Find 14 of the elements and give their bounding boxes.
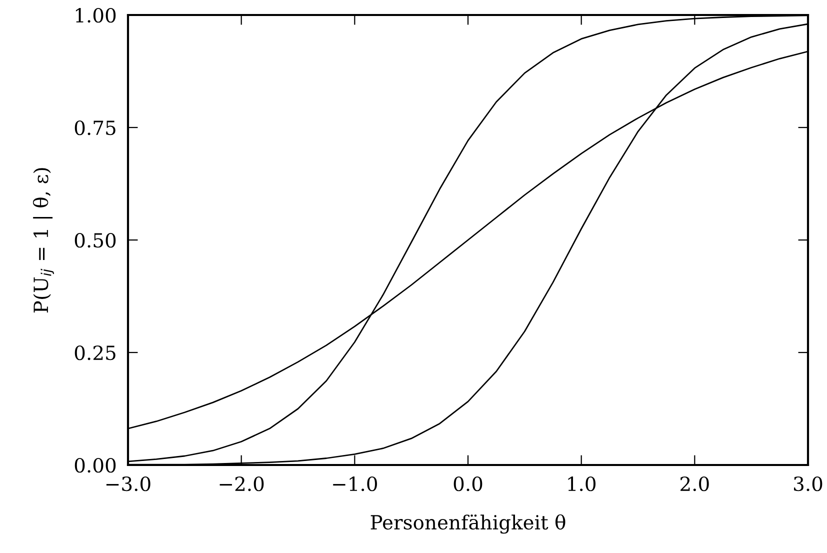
y-tick-label: 0.50 <box>74 232 116 248</box>
x-axis-title: Personenfähigkeit θ <box>370 514 566 534</box>
x-tick-label: 2.0 <box>680 476 709 492</box>
y-tick-label: 1.00 <box>76 8 116 23</box>
x-tick-label: −3.0 <box>106 476 150 492</box>
x-tick-label: −1.0 <box>333 476 377 492</box>
y-axis-title: P(U$_{ij}$ = 1 | θ, ε) <box>32 168 54 313</box>
x-tick-label: −2.0 <box>220 476 264 492</box>
y-tick-label: 0.25 <box>74 345 116 360</box>
y-tick-label: 0.75 <box>74 120 116 136</box>
x-tick-label: 1.0 <box>568 476 596 492</box>
x-tick-label: 0.0 <box>454 476 482 492</box>
x-tick-label: 3.0 <box>794 476 822 492</box>
y-tick-label: 0.00 <box>74 458 116 473</box>
